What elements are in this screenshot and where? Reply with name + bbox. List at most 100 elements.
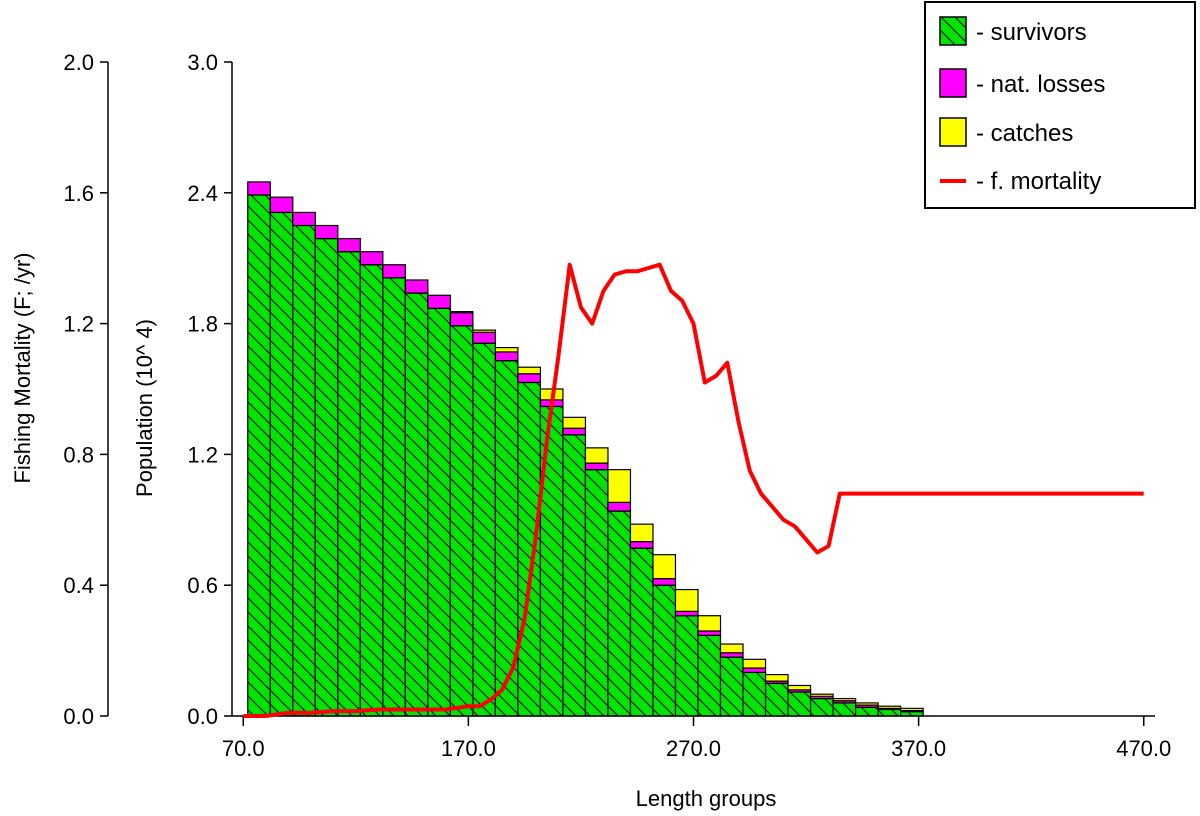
bar-survivors-27 — [854, 706, 879, 717]
bar-survivors-5 — [359, 264, 384, 717]
legend: - survivors - nat. losses - catches - f.… — [924, 1, 1196, 209]
bar-catches-16 — [607, 469, 632, 503]
bar-survivors-24 — [787, 691, 812, 717]
bar-survivors-25 — [809, 697, 834, 717]
bar-catches-28 — [877, 705, 902, 709]
bars — [247, 181, 924, 717]
bar-survivors-6 — [382, 277, 406, 717]
x-tick-label-0: 70.0 — [222, 736, 265, 761]
y2-tick-label-4: 1.6 — [63, 181, 94, 206]
bar-nat-losses-21 — [719, 652, 744, 658]
bar-catches-14 — [562, 416, 587, 429]
bar-survivors-14 — [562, 434, 587, 717]
y2-tick-label-0: 0.0 — [63, 704, 94, 729]
bar-survivors-8 — [427, 307, 451, 717]
bar-nat-losses-10 — [472, 331, 496, 344]
x-tick-label-4: 470.0 — [1116, 736, 1171, 761]
legend-swatch-catches — [939, 117, 967, 147]
bar-survivors-21 — [719, 656, 744, 717]
f-mortality-line-layer — [243, 262, 1144, 718]
bar-survivors-22 — [742, 671, 767, 717]
bar-nat-losses-18 — [652, 578, 677, 586]
f-mortality-line — [243, 262, 1144, 718]
legend-label-f-mortality: - f. mortality — [976, 168, 1101, 195]
bar-survivors-26 — [832, 702, 857, 717]
bar-survivors-16 — [607, 510, 632, 717]
bar-survivors-18 — [652, 584, 677, 717]
bar-nat-losses-6 — [382, 264, 406, 279]
bar-catches-29 — [900, 707, 924, 712]
bar-nat-losses-0 — [247, 181, 271, 196]
bar-nat-losses-7 — [404, 279, 429, 294]
bar-survivors-9 — [449, 325, 474, 717]
bar-nat-losses-5 — [359, 251, 384, 266]
x-tick-label-3: 370.0 — [891, 736, 946, 761]
bar-catches-12 — [517, 366, 542, 375]
legend-label-catches: - catches — [976, 120, 1073, 147]
bar-catches-21 — [719, 643, 744, 654]
bar-survivors-2 — [292, 224, 316, 717]
bar-catches-17 — [629, 523, 654, 543]
bar-catches-10 — [472, 329, 496, 333]
bar-survivors-19 — [674, 615, 699, 717]
bar-survivors-7 — [404, 292, 429, 717]
bar-catches-18 — [652, 554, 677, 580]
y2-axis-title: Fishing Mortality (F; /yr) — [10, 252, 35, 483]
bar-nat-losses-8 — [427, 294, 451, 309]
bar-survivors-15 — [584, 469, 609, 717]
bar-catches-19 — [674, 588, 699, 612]
bar-catches-27 — [854, 702, 879, 706]
bar-survivors-12 — [517, 381, 542, 717]
x-tick-label-2: 270.0 — [666, 736, 721, 761]
axes: 0.0 0.6 1.2 1.8 2.4 3.0 0.0 0.4 0.8 1.2 1.6 2.0 70.0… — [63, 50, 1171, 761]
bar-survivors-17 — [629, 547, 654, 717]
y-tick-label-4: 2.4 — [187, 181, 218, 206]
bar-catches-26 — [832, 697, 857, 702]
bar-survivors-10 — [472, 342, 496, 717]
y-tick-label-5: 3.0 — [187, 50, 218, 75]
bar-nat-losses-1 — [269, 196, 294, 214]
y-tick-label-1: 0.6 — [187, 573, 218, 598]
bar-nat-losses-2 — [292, 211, 316, 227]
y-axis-title: Population (10^ 4) — [132, 319, 157, 497]
bar-survivors-20 — [697, 634, 722, 717]
y2-tick-label-2: 0.8 — [63, 442, 94, 467]
bar-nat-losses-16 — [607, 501, 632, 512]
bar-nat-losses-11 — [494, 351, 519, 362]
bar-nat-losses-15 — [584, 462, 609, 471]
legend-swatch-survivors — [939, 16, 967, 46]
legend-swatch-nat-losses — [939, 68, 967, 98]
y-tick-label-2: 1.2 — [187, 442, 218, 467]
bar-nat-losses-20 — [697, 630, 722, 636]
y2-tick-label-5: 2.0 — [63, 50, 94, 75]
bar-catches-15 — [584, 447, 609, 464]
bar-catches-23 — [764, 673, 789, 682]
bar-catches-20 — [697, 615, 722, 632]
bar-survivors-23 — [764, 682, 789, 717]
legend-label-survivors: - survivors — [976, 19, 1087, 46]
bar-catches-9 — [449, 311, 474, 314]
x-tick-label-1: 170.0 — [441, 736, 496, 761]
y2-tick-label-3: 1.2 — [63, 312, 94, 337]
bar-nat-losses-19 — [674, 610, 699, 617]
bar-catches-25 — [809, 693, 834, 697]
x-axis-title: Length groups — [636, 786, 777, 811]
bar-nat-losses-14 — [562, 427, 587, 436]
bar-nat-losses-4 — [337, 237, 361, 253]
y-tick-label-3: 1.8 — [187, 312, 218, 337]
legend-box — [924, 1, 1196, 209]
bar-survivors-3 — [314, 237, 339, 717]
bar-survivors-28 — [877, 708, 902, 717]
y2-tick-label-1: 0.4 — [63, 573, 94, 598]
bar-catches-22 — [742, 658, 767, 669]
legend-label-nat-losses: - nat. losses — [976, 71, 1105, 98]
bar-catches-24 — [787, 684, 812, 691]
bar-nat-losses-22 — [742, 667, 767, 673]
bar-survivors-0 — [247, 194, 271, 717]
bar-catches-11 — [494, 346, 519, 353]
bar-nat-losses-9 — [449, 312, 474, 327]
bar-nat-losses-17 — [629, 540, 654, 549]
bar-nat-losses-3 — [314, 224, 339, 240]
bar-survivors-1 — [269, 211, 294, 717]
